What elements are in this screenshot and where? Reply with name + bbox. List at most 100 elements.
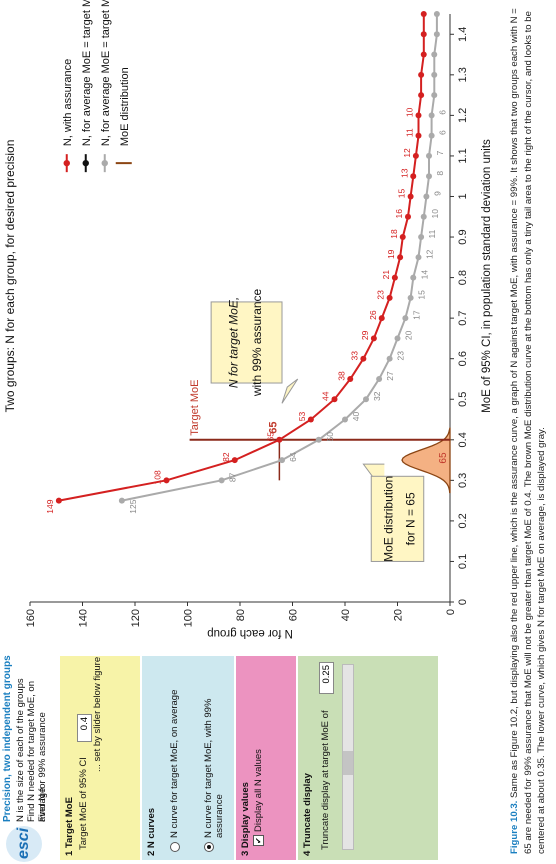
red-series-line — [58, 14, 425, 502]
truncate-input[interactable]: 0.25 — [319, 662, 334, 694]
gray-series-label: 9 — [432, 191, 442, 196]
gray-series-label: 12 — [425, 249, 435, 259]
red-series-label: 33 — [349, 351, 359, 361]
red-series-point — [420, 51, 427, 58]
gray-series-point — [426, 152, 432, 159]
gray-series-point — [431, 92, 438, 99]
gray-series-point — [431, 71, 438, 78]
gray-series-point — [118, 497, 125, 504]
red-series-label: 12 — [402, 148, 412, 158]
gray-series-point — [279, 457, 285, 464]
red-series-point — [415, 112, 422, 119]
red-series-label: 13 — [399, 168, 409, 178]
gray-series-point — [431, 51, 438, 58]
red-series-point — [410, 173, 417, 180]
gray-series-label: 50 — [325, 432, 335, 442]
gray-series-label: 7 — [435, 150, 445, 155]
red-series-point — [307, 416, 314, 423]
red-series-label: 18 — [389, 229, 399, 239]
x-tick-label: 0.5 — [457, 392, 469, 407]
radio-assurance[interactable] — [204, 842, 214, 852]
gray-series-label: 40 — [351, 412, 361, 422]
y-axis-label: N for each group — [207, 627, 293, 639]
x-tick-label: 0.9 — [457, 229, 469, 244]
gray-series-label: 14 — [419, 270, 429, 280]
radio-assurance-label: N curve for target MoE, with 99% assuran… — [203, 698, 225, 838]
target-moe-header: 1 Target MoE — [64, 797, 75, 856]
marker-n-label: 65 — [267, 422, 279, 434]
callout-a-line1: N for target MoE, — [226, 297, 240, 388]
chart-svg: Two groups: N for each group, for desire… — [3, 0, 493, 639]
gray-series-label: 6 — [438, 130, 448, 135]
gray-series-label: 10 — [430, 209, 440, 219]
gray-series-point — [394, 335, 401, 342]
caption-text: Same as Figure 10.2, but displaying also… — [509, 8, 547, 854]
callouts: N for target MoE, with 99% assurance MoE d… — [210, 288, 425, 562]
red-series-label: 21 — [381, 270, 391, 280]
red-series-label: 65 — [265, 432, 275, 442]
red-series-label: 10 — [405, 107, 415, 117]
n-curves-section: 2 N curves N curve for target MoE, on av… — [142, 656, 234, 860]
red-series-point — [163, 477, 170, 484]
x-tick-label: 0.3 — [457, 473, 469, 488]
gray-series-point — [407, 294, 414, 301]
gray-series-point — [342, 416, 348, 423]
gray-series-point — [423, 193, 430, 200]
display-all-checkbox[interactable]: ✔ — [253, 835, 264, 846]
gray-series-point — [363, 396, 369, 403]
x-tick-label: 1.4 — [457, 27, 469, 42]
gray-series-label: 17 — [411, 310, 421, 320]
red-series-point — [347, 375, 354, 382]
red-series-label: 44 — [321, 391, 331, 401]
red-series-point — [370, 335, 377, 342]
gray-series-point — [420, 213, 427, 220]
legend-label: MoE distribution — [119, 67, 131, 146]
legend: N, with assurance N, for average MoE = ta… — [62, 0, 132, 173]
y-tick-label: 120 — [130, 609, 142, 627]
panel-line-3: Find N for 99% assurance — [37, 712, 48, 822]
gray-series-label: 20 — [404, 330, 414, 340]
legend-label: N, for average MoE = target MoE — [100, 0, 112, 146]
red-series-label: 108 — [153, 470, 163, 484]
gray-series-point — [218, 477, 225, 484]
red-series-point — [405, 213, 411, 220]
target-moe-label: Target MoE of 95% CI — [78, 757, 89, 850]
red-series-point — [418, 71, 425, 78]
figure-caption: Figure 10.3. Same as Figure 10.2, but di… — [508, 8, 549, 854]
red-series-label: 149 — [45, 499, 55, 513]
y-tick-label: 40 — [340, 609, 352, 621]
x-tick-label: 0.6 — [457, 351, 469, 366]
gray-series-label: 11 — [427, 229, 437, 238]
target-moe-label: Target MoE — [189, 380, 201, 436]
gray-series-label: 15 — [417, 290, 427, 300]
target-moe-input[interactable]: 0.4 — [77, 714, 92, 742]
truncate-scrollbar[interactable] — [342, 664, 354, 850]
scrollbar-thumb[interactable] — [343, 751, 353, 775]
gray-series-point — [428, 132, 435, 139]
gray-series-point — [433, 11, 440, 17]
gray-series-label: 64 — [288, 452, 298, 462]
gray-series-point — [386, 355, 393, 362]
gray-series-point — [426, 173, 432, 180]
esci-logo: esci — [6, 826, 42, 862]
data-labels: 1258764504032272320171514121110987661491… — [45, 107, 448, 513]
callout-a-box — [210, 301, 283, 384]
legend-swatch-point — [101, 159, 108, 167]
legend-label: N, with assurance — [62, 59, 74, 146]
display-all-label: Display all N values — [253, 749, 264, 832]
control-panel: esci Precision, two independent groups N… — [0, 654, 496, 864]
gray-series-label: 32 — [372, 391, 382, 401]
red-series-point — [399, 234, 406, 241]
radio-average-label: N curve for target MoE, on average — [169, 689, 180, 838]
target-moe-section: 1 Target MoE Target MoE of 95% CI 0.4 ..… — [60, 656, 140, 860]
x-tick-label: 0.8 — [457, 270, 469, 285]
red-series-point — [386, 294, 393, 301]
target-moe-note: ... set by slider below figure — [92, 656, 103, 772]
x-tick-label: 1.2 — [457, 108, 469, 123]
radio-average[interactable] — [170, 842, 180, 852]
red-series-point — [415, 132, 422, 139]
x-axis-label: MoE of 95% CI, in population standard de… — [481, 139, 493, 413]
y-tick-label: 80 — [235, 609, 247, 621]
gray-series-label: 6 — [438, 110, 448, 115]
red-series-label: 15 — [397, 188, 407, 198]
